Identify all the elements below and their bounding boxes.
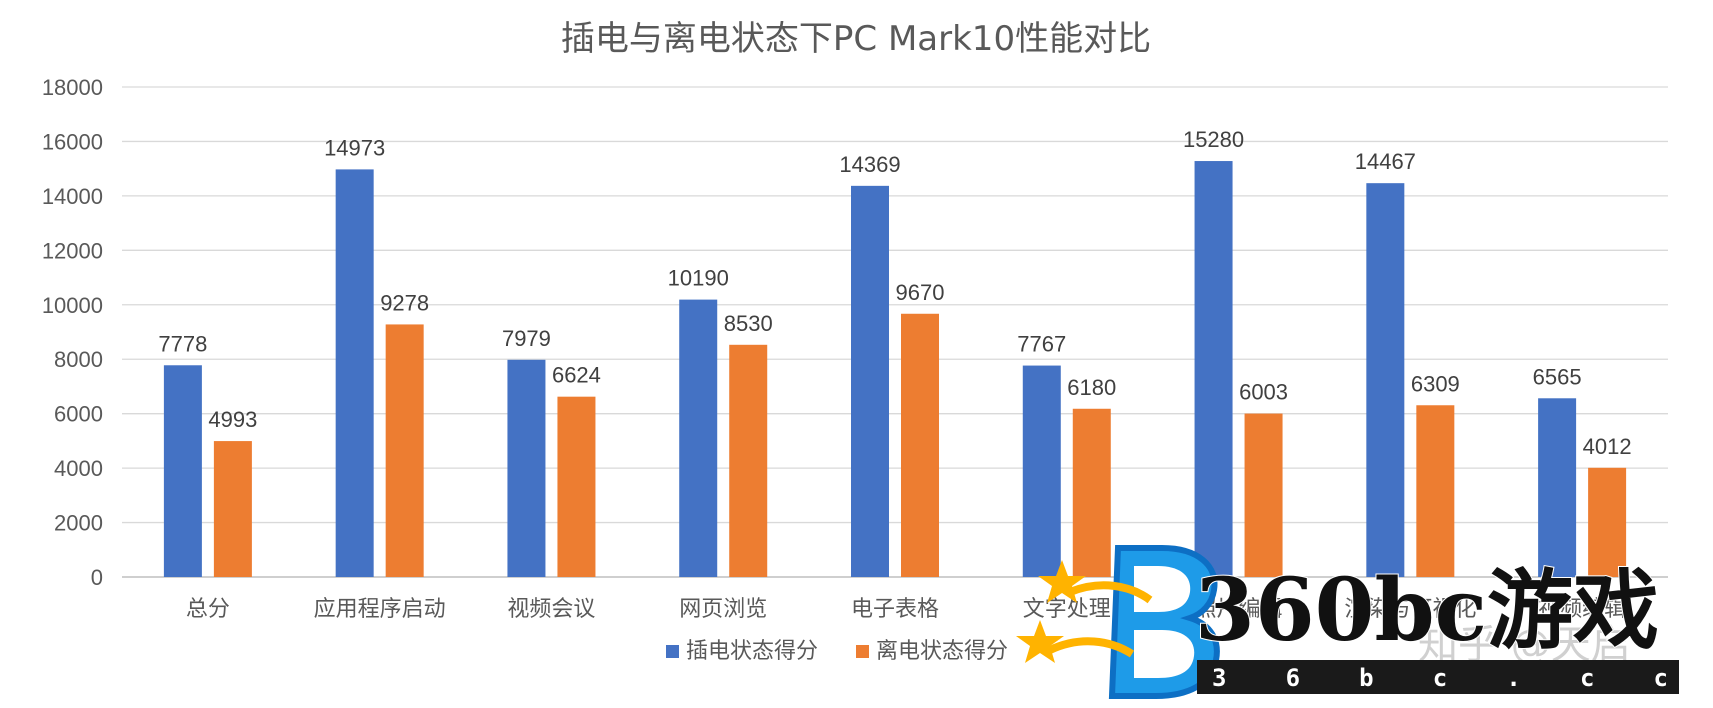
watermark-url-bar xyxy=(1197,660,1679,694)
y-tick-label: 4000 xyxy=(54,456,103,481)
y-tick-label: 14000 xyxy=(42,184,103,209)
bar-series-2 xyxy=(1072,408,1111,577)
bar-series-1 xyxy=(507,359,546,577)
category-label: 视频编辑 xyxy=(1538,597,1626,622)
category-label: 应用程序启动 xyxy=(314,597,446,622)
data-label: 14369 xyxy=(839,152,900,177)
data-label: 9670 xyxy=(896,280,945,305)
data-label: 4012 xyxy=(1583,434,1632,459)
data-label: 7767 xyxy=(1017,332,1066,357)
gridlines xyxy=(122,86,1668,578)
data-label: 15280 xyxy=(1183,127,1244,152)
data-label: 8530 xyxy=(724,311,773,336)
category-label: 网页浏览 xyxy=(679,597,767,622)
bar-series-2 xyxy=(1244,413,1283,577)
bar-series-2 xyxy=(557,396,596,577)
data-label: 7979 xyxy=(502,326,551,351)
data-label: 14973 xyxy=(324,135,385,160)
data-label: 6565 xyxy=(1533,364,1582,389)
category-label: 视频会议 xyxy=(507,597,595,622)
watermark-url-text: 3 6 b c . c c xyxy=(1212,664,1668,692)
y-tick-label: 6000 xyxy=(54,402,103,427)
data-label: 6003 xyxy=(1239,380,1288,405)
category-labels: 总分 应用程序启动 视频会议 网页浏览 电子表格 文字处理 照片编辑 渲染与可视化 视频编辑 xyxy=(186,597,1626,622)
category-label: 渲染与可视化 xyxy=(1344,597,1476,622)
bar-series-2 xyxy=(901,313,939,577)
legend-swatch xyxy=(666,645,679,658)
category-label: 总分 xyxy=(186,597,230,622)
category-label: 文字处理 xyxy=(1023,597,1111,622)
bars xyxy=(163,161,1627,578)
bar-series-1 xyxy=(679,299,718,577)
data-label: 4993 xyxy=(208,407,257,432)
watermark-brand-text: 360bc游戏 xyxy=(1195,560,1659,661)
bar-series-2 xyxy=(213,441,252,577)
bar-series-1 xyxy=(1366,183,1405,577)
legend: 插电状态得分 离电状态得分 xyxy=(666,639,1008,664)
blue-b-star-logo-icon xyxy=(1016,545,1220,699)
y-tick-label: 16000 xyxy=(42,129,103,154)
chart-title: 插电与离电状态下PC Mark10性能对比 xyxy=(561,19,1151,59)
bar-series-1 xyxy=(1538,398,1577,577)
legend-swatch xyxy=(856,645,869,658)
y-axis-tick-labels: 0 2000 4000 6000 8000 10000 12000 14000 16000 180… xyxy=(42,75,103,590)
y-tick-label: 12000 xyxy=(42,238,103,263)
legend-label: 插电状态得分 xyxy=(686,639,818,664)
bar-series-1 xyxy=(1194,161,1233,578)
y-tick-label: 2000 xyxy=(54,511,103,536)
bar-series-1 xyxy=(1022,365,1061,577)
data-label: 6309 xyxy=(1411,371,1460,396)
y-tick-label: 18000 xyxy=(42,75,103,100)
bar-series-2 xyxy=(729,344,768,577)
data-label: 9278 xyxy=(380,290,429,315)
bar-series-2 xyxy=(1588,467,1627,577)
data-label: 14467 xyxy=(1355,149,1416,174)
y-tick-label: 8000 xyxy=(54,347,103,372)
bar-series-1 xyxy=(335,169,374,577)
data-label: 6624 xyxy=(552,363,601,388)
legend-label: 离电状态得分 xyxy=(876,639,1008,664)
data-label: 7778 xyxy=(158,331,207,356)
y-tick-label: 10000 xyxy=(42,293,103,318)
bar-series-1 xyxy=(163,365,202,577)
bar-series-2 xyxy=(385,324,424,577)
data-label: 10190 xyxy=(668,266,729,291)
watermark: 知乎 @天启 360bc游戏 3 6 b c . c c xyxy=(1016,545,1679,699)
bar-series-1 xyxy=(851,185,889,578)
bar-series-2 xyxy=(1416,405,1455,577)
category-label: 电子表格 xyxy=(851,597,939,622)
y-tick-label: 0 xyxy=(91,565,103,590)
data-label: 6180 xyxy=(1067,375,1116,400)
